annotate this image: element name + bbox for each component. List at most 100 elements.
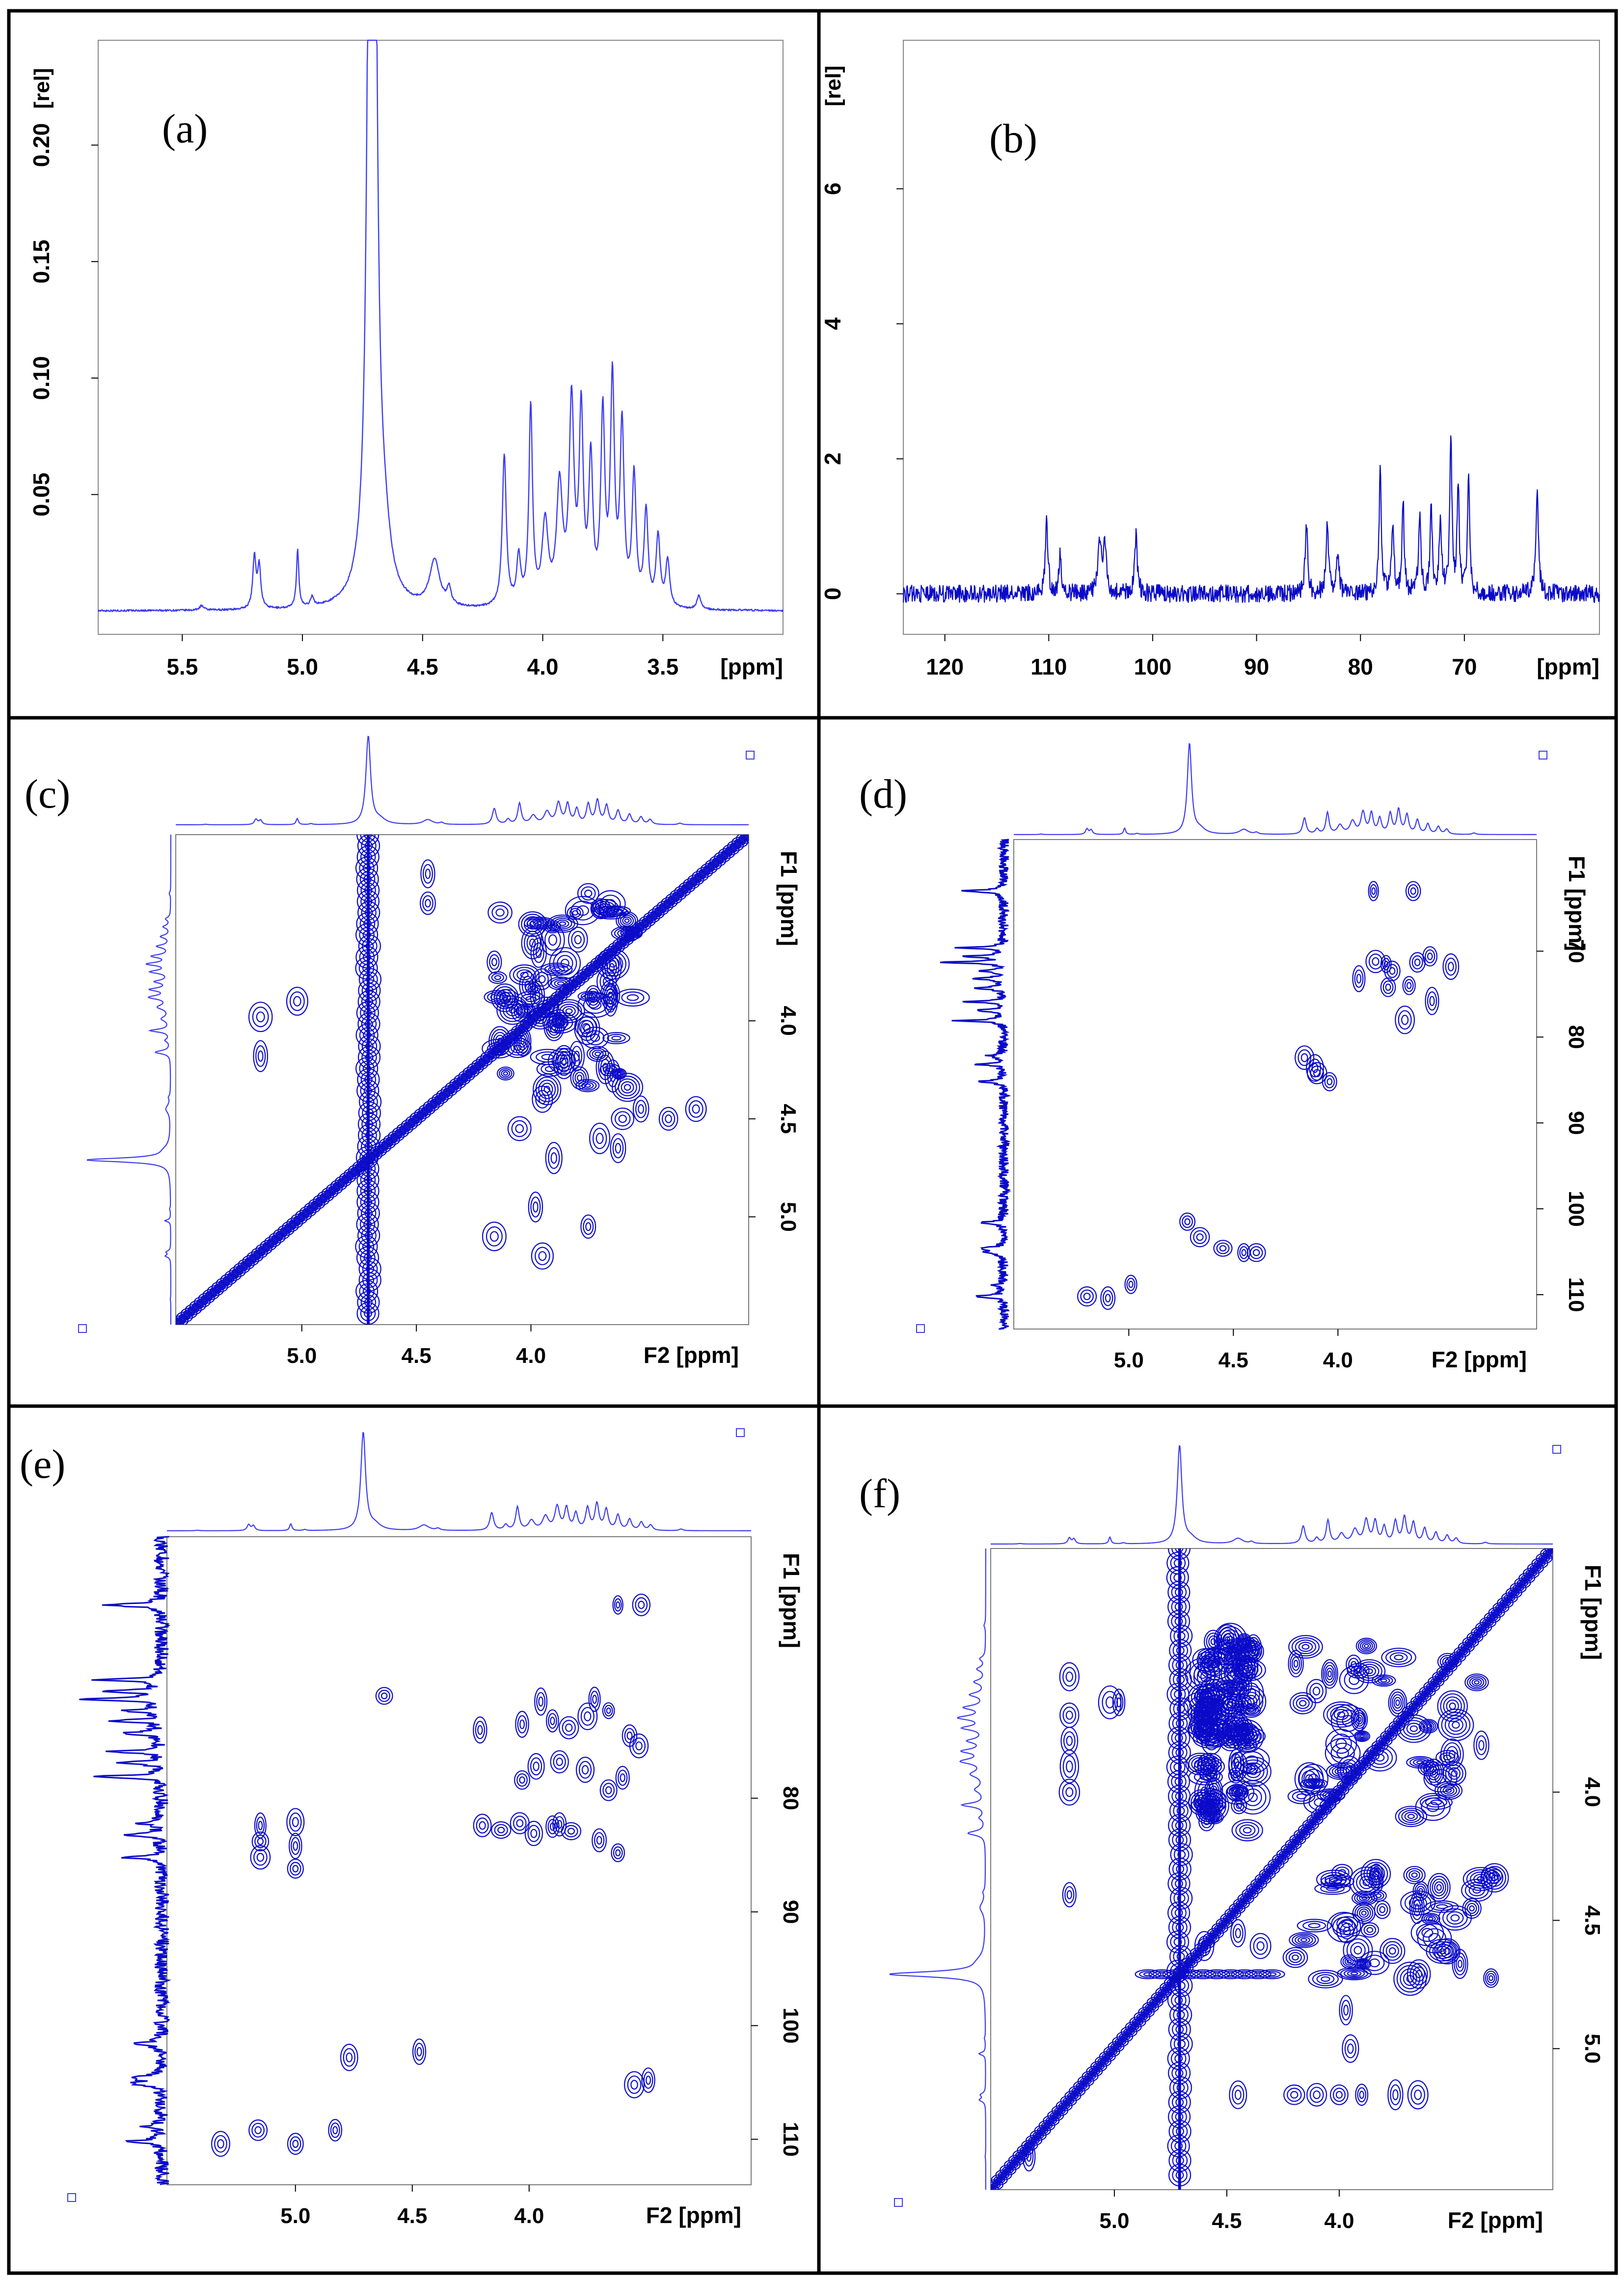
cross-peak-contour [1383,960,1388,968]
cross-peak-contour [527,1753,545,1780]
cross-peak-contour [1407,2080,1429,2110]
cross-peak-contour [511,1000,528,1022]
cross-peak-contour [487,901,513,924]
cross-peak-contour [1403,1971,1417,1986]
water-row-contour [1135,1969,1162,1980]
cross-peak-contour [516,1773,528,1787]
y-tick-label: 4.5 [1580,1905,1604,1935]
cross-peak-contour [1100,1286,1116,1310]
cross-peak-contour [1300,1938,1307,1942]
cross-peak-contour [1325,1876,1351,1887]
y-axis-label: F1 [ppm] [1564,856,1590,951]
water-streak-contour [1173,1847,1190,1863]
cross-peak-contour [1022,2141,1036,2172]
cross-peak-contour [1382,1941,1403,1961]
cross-peak-contour [592,1694,597,1704]
cross-peak-contour [646,2075,651,2085]
cross-peak-contour [1200,1803,1214,1818]
corner-square-icon [894,2198,903,2207]
cross-peak-contour [1484,1870,1499,1881]
cross-peak-contour [1427,1873,1451,1902]
cross-peak-contour [1248,1792,1258,1802]
cross-peak-contour [1360,1859,1391,1889]
cross-peak-contour [1223,1632,1238,1647]
cross-peak-contour [1428,1917,1434,1921]
cross-peak-contour [1410,2085,1425,2105]
cross-peak-contour [1236,1802,1242,1809]
cross-peak-contour [513,1816,527,1831]
water-row-contour [1221,1971,1240,1978]
water-streak-contour [358,968,382,991]
cross-peak-contour [1190,1227,1210,1248]
cross-peak-contour [573,1051,580,1062]
cross-peak-contour [594,1832,605,1848]
cross-peak-contour [1066,1736,1073,1746]
water-streak-contour [1170,1686,1186,1702]
cross-peak-contour [491,1821,512,1839]
cross-peak-contour [527,1824,541,1842]
cross-peak-contour [286,1808,305,1836]
cross-peak-contour [1361,1910,1367,1916]
cross-peak-contour [1343,1969,1365,1978]
water-row-contour [1148,1969,1175,1980]
cross-peak-contour [1354,1958,1372,1970]
cross-peak-contour [1394,1655,1404,1660]
cross-peak-contour [530,1829,538,1838]
cross-peak-contour [495,908,505,917]
water-streak-contour [1173,1937,1182,1946]
cross-peak-contour [536,1061,563,1077]
cross-peak-contour [1206,1632,1221,1651]
cross-peak-contour [1395,1699,1400,1706]
panel-b: 120 110 100 90 80 70 0 2 4 6 [rel] [ppm] (b) [820,40,1600,679]
cross-peak-contour [641,2067,655,2093]
water-row-contour [1203,1969,1230,1980]
cross-peak-contour [535,1247,550,1266]
cross-peak-contour [1201,1722,1208,1734]
corner-square-icon [78,1324,87,1333]
cross-peak-contour [1026,2151,1032,2162]
cross-peak-contour [1450,1914,1460,1922]
cross-peak-contour [547,1819,558,1835]
cross-peak-contour [1234,1761,1242,1772]
cross-peak-contour [1059,1702,1080,1728]
cross-peak-contour [1377,1677,1390,1684]
cross-peak-contour [544,964,569,975]
cross-peak-contour [1320,1874,1354,1888]
y-tick-label: 100 [779,2008,803,2043]
cross-peak-contour [582,1023,591,1031]
cross-peak-contour [479,1821,486,1830]
cross-peak-contour [1210,1814,1218,1820]
cross-peak-contour [1234,1700,1242,1705]
f1-projection-trace [889,1548,986,2190]
f2-projection-trace [1014,743,1537,835]
cross-peak-contour [1241,1249,1246,1256]
cross-peak-contour [577,991,604,1002]
cross-peak-contour [423,864,433,884]
cross-peak-contour [1366,1865,1385,1883]
cross-peak-contour [530,980,545,1009]
cross-peak-contour [1188,1755,1213,1773]
cross-peak-contour [620,1773,625,1782]
cross-peak-contour [1358,1733,1366,1739]
cross-peak-contour [1329,2084,1349,2105]
y-axis-label: [rel] [30,68,54,109]
cross-peak-contour [1393,1961,1427,1996]
cross-peak-contour [257,1838,264,1846]
cross-peak-contour [1360,1735,1364,1738]
cross-peak-contour [1414,958,1421,966]
cross-peak-contour [1197,1781,1212,1803]
cross-peak-contour [1252,1249,1260,1256]
cross-peak-contour [580,1214,596,1239]
cross-peak-contour [1313,1069,1321,1078]
cross-peak-contour [1392,2089,1399,2100]
cross-peak-contour [1062,1882,1077,1908]
cross-peak-contour [1451,1770,1458,1777]
cross-peak-contour [557,1819,563,1829]
cross-peak-contour [258,1820,263,1830]
cross-peak-contour [1446,1699,1459,1713]
cross-peak-contour [1426,1724,1431,1728]
cross-peak-contour [1389,967,1396,975]
cross-peak-contour [1062,1755,1076,1778]
cross-peak-contour [292,1817,299,1827]
cross-peak-contour [1231,1756,1245,1777]
